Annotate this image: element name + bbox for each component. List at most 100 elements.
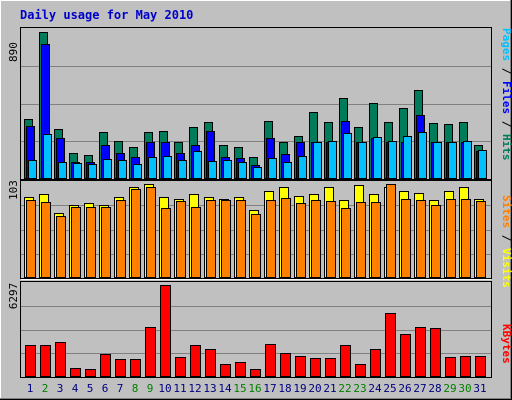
bar-pages-day-28 xyxy=(433,142,442,179)
bar-kbytes-day-17 xyxy=(265,344,276,377)
bar-pages-day-27 xyxy=(418,132,427,179)
bar-pages-day-22 xyxy=(343,133,352,179)
x-label-day-11: 11 xyxy=(173,382,186,395)
bar-pages-day-30 xyxy=(463,141,472,179)
bar-sites-day-18 xyxy=(281,198,291,278)
bar-pages-day-23 xyxy=(358,142,367,179)
bar-sites-day-11 xyxy=(176,201,186,278)
x-label-day-6: 6 xyxy=(102,382,109,395)
bar-kbytes-day-30 xyxy=(460,356,471,377)
bar-kbytes-day-26 xyxy=(400,334,411,377)
bar-kbytes-day-25 xyxy=(385,313,396,377)
bar-pages-day-19 xyxy=(298,156,307,179)
x-label-day-7: 7 xyxy=(117,382,124,395)
bar-pages-day-21 xyxy=(328,141,337,179)
bar-sites-day-12 xyxy=(191,207,201,278)
bar-sites-day-26 xyxy=(401,199,411,278)
bar-kbytes-day-22 xyxy=(340,345,351,377)
bar-kbytes-day-23 xyxy=(355,364,366,377)
x-label-day-28: 28 xyxy=(428,382,441,395)
bar-pages-day-29 xyxy=(448,142,457,179)
bar-kbytes-day-27 xyxy=(415,327,426,377)
bar-sites-day-28 xyxy=(431,205,441,278)
bar-sites-day-23 xyxy=(356,202,366,278)
bar-sites-day-9 xyxy=(146,187,156,278)
bar-kbytes-day-10 xyxy=(160,285,171,377)
chart-title: Daily usage for May 2010 xyxy=(20,8,193,22)
bar-sites-day-19 xyxy=(296,203,306,278)
bar-sites-day-7 xyxy=(116,200,126,278)
middle-ymax-label: 103 xyxy=(7,180,20,200)
bar-kbytes-day-6 xyxy=(100,354,111,377)
x-label-day-20: 20 xyxy=(308,382,321,395)
bar-kbytes-day-20 xyxy=(310,358,321,377)
bar-pages-day-14 xyxy=(223,160,232,179)
bar-kbytes-day-9 xyxy=(145,327,156,377)
bar-sites-day-30 xyxy=(461,199,471,278)
x-label-day-18: 18 xyxy=(278,382,291,395)
bar-pages-day-17 xyxy=(268,158,277,179)
bar-sites-day-29 xyxy=(446,199,456,278)
bar-pages-day-6 xyxy=(103,159,112,179)
bar-sites-day-20 xyxy=(311,200,321,278)
x-label-day-1: 1 xyxy=(27,382,34,395)
x-label-day-21: 21 xyxy=(323,382,336,395)
panel-bottom xyxy=(20,281,492,378)
bar-kbytes-day-13 xyxy=(205,349,216,377)
x-label-day-13: 13 xyxy=(203,382,216,395)
bar-pages-day-15 xyxy=(238,162,247,179)
legend-sep-1: / xyxy=(500,61,512,81)
bar-kbytes-day-18 xyxy=(280,353,291,377)
legend-sites: Sites xyxy=(500,195,512,228)
bar-kbytes-day-29 xyxy=(445,357,456,377)
bar-kbytes-day-14 xyxy=(220,364,231,377)
bar-pages-day-7 xyxy=(118,160,127,179)
top-ymax-label: 890 xyxy=(7,42,20,62)
bar-pages-day-1 xyxy=(28,160,37,179)
x-label-day-15: 15 xyxy=(233,382,246,395)
panel-middle-frame xyxy=(20,180,492,279)
bar-sites-day-21 xyxy=(326,201,336,278)
legend-sep-3: / xyxy=(500,228,512,248)
bar-kbytes-day-7 xyxy=(115,359,126,377)
bar-pages-day-5 xyxy=(88,164,97,179)
panel-top-frame xyxy=(20,27,492,180)
x-label-day-31: 31 xyxy=(473,382,486,395)
bar-kbytes-day-24 xyxy=(370,349,381,377)
middle-legend: Sites / Visits xyxy=(500,195,512,288)
bar-kbytes-day-2 xyxy=(40,345,51,377)
bar-pages-day-18 xyxy=(283,162,292,179)
bar-pages-day-11 xyxy=(178,160,187,179)
legend-files: Files xyxy=(500,81,512,114)
bar-sites-day-8 xyxy=(131,189,141,278)
bar-pages-day-24 xyxy=(373,137,382,179)
bar-sites-day-31 xyxy=(476,201,486,278)
bar-kbytes-day-11 xyxy=(175,357,186,377)
bar-kbytes-day-19 xyxy=(295,356,306,377)
x-label-day-29: 29 xyxy=(443,382,456,395)
bar-kbytes-day-31 xyxy=(475,356,486,377)
bar-sites-day-3 xyxy=(56,216,66,278)
bar-sites-day-10 xyxy=(161,208,171,278)
x-label-day-2: 2 xyxy=(42,382,49,395)
legend-hits: Hits xyxy=(500,134,512,161)
bar-sites-day-22 xyxy=(341,208,351,278)
x-label-day-24: 24 xyxy=(368,382,382,395)
x-axis-labels: 1 2 3 4 5 6 7 8 9 10 11 12 13 14 15 16 17 18 19 20 21 22 23 24 2… xyxy=(27,382,487,395)
panel-bottom-frame xyxy=(20,281,492,378)
bar-pages-day-4 xyxy=(73,163,82,179)
x-label-day-4: 4 xyxy=(72,382,79,395)
bar-pages-day-2 xyxy=(43,134,52,179)
x-label-day-3: 3 xyxy=(57,382,64,395)
bar-pages-day-13 xyxy=(208,161,217,179)
x-label-day-27: 27 xyxy=(413,382,426,395)
bar-kbytes-day-8 xyxy=(130,359,141,377)
bars-layer xyxy=(24,32,487,377)
bar-sites-day-2 xyxy=(41,202,51,278)
top-legend: Pages / Files / Hits xyxy=(500,28,512,161)
bar-pages-day-12 xyxy=(193,151,202,179)
legend-visits: Visits xyxy=(500,248,512,288)
x-label-day-14: 14 xyxy=(218,382,232,395)
x-label-day-23: 23 xyxy=(353,382,366,395)
